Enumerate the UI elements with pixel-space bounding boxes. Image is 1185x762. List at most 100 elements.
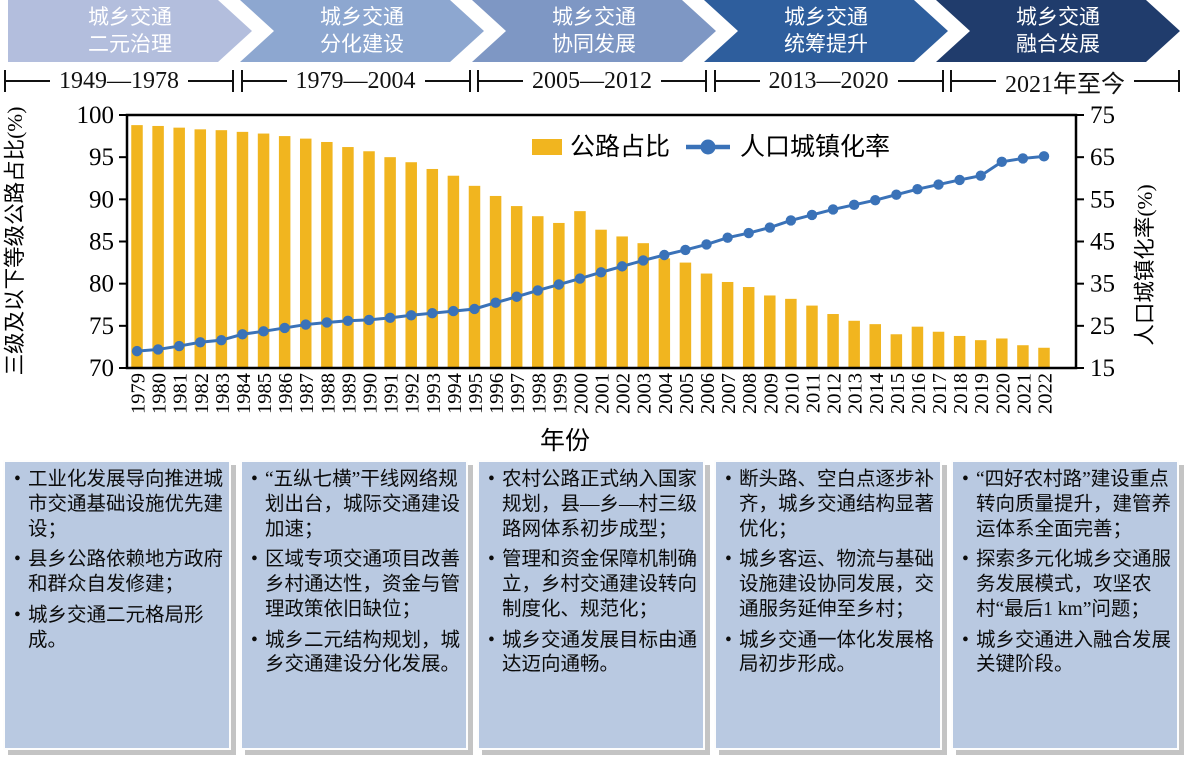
bar [152, 125, 164, 368]
line-point [152, 344, 164, 355]
stage-point: 县乡公路依赖地方政府和群众自发修建； [13, 548, 223, 598]
x-tick-label: 2012 [824, 373, 846, 414]
bar [595, 229, 607, 368]
stage-title-line1: 城乡交通 [1016, 5, 1100, 29]
x-tick-label: 1986 [275, 373, 297, 414]
stage-point: 断头路、空白点逐步补齐，城乡交通结构显著优化； [724, 468, 934, 542]
bar [215, 130, 228, 368]
x-tick-label: 2014 [866, 373, 888, 414]
chart-area: 70 75 80 85 90 95 100 15 25 35 45 55 65 75 1979 1980 198… [0, 100, 1185, 458]
x-tick-label: 2005 [676, 373, 698, 414]
stage-point: 城乡交通进入融合发展关键阶段。 [961, 629, 1171, 679]
bar [173, 127, 185, 369]
x-tick-label: 2006 [697, 373, 719, 414]
x-tick-label: 2003 [634, 373, 656, 414]
line-point [638, 255, 649, 266]
left-axis-tick-label: 75 [89, 313, 114, 340]
timeline-row: 1949—1978 1979—2004 2005—2012 2013—2020 2021… [0, 63, 1185, 99]
stage-point: 探索多元化城乡交通服务发展模式，攻坚农村“最后1 km”问题； [961, 548, 1171, 622]
bar [194, 129, 207, 368]
line-point [954, 174, 965, 186]
x-tick-label: 1981 [170, 373, 192, 414]
stage-arrow-3: 城乡交通 协同发展 [472, 0, 716, 62]
stage-point: 工业化发展导向推进城市交通基础设施优先建设； [13, 468, 223, 542]
x-tick-label: 1983 [212, 373, 234, 414]
x-tick-label: 1988 [317, 373, 339, 414]
line-point [680, 244, 691, 256]
urbanization-line [136, 154, 1045, 353]
stage-title-line2: 分化建设 [320, 32, 404, 56]
line-point [511, 291, 522, 302]
line-point [764, 222, 775, 233]
stage-box-1: 工业化发展导向推进城市交通基础设施优先建设； 县乡公路依赖地方政府和群众自发修建；… [3, 460, 231, 750]
legend-line-label: 人口城镇化率 [740, 133, 890, 161]
bar [890, 334, 903, 368]
stage-arrow-5: 城乡交通 融合发展 [936, 0, 1180, 62]
bar [236, 131, 249, 368]
line-point [258, 326, 269, 337]
bar [1017, 345, 1029, 368]
bar [996, 338, 1008, 368]
x-tick-label: 1990 [360, 373, 382, 414]
timeline-line [424, 80, 469, 82]
line-point [532, 285, 543, 296]
stage-point-list: 农村公路正式纳入国家规划，县—乡—村三级路网体系初步成型；管理和资金保障机制确立… [487, 468, 697, 678]
timeline-segment-2: 1979—2004 [240, 63, 471, 99]
line-point [384, 312, 396, 324]
x-tick-label: 1985 [254, 373, 276, 414]
x-tick-label: 2017 [929, 373, 951, 414]
line-point [912, 184, 923, 195]
bar [278, 136, 291, 368]
right-axis-tick-label: 15 [1090, 355, 1115, 382]
x-tick-label: 2019 [971, 373, 993, 414]
timeline-end-tick [705, 70, 707, 92]
line-point [469, 303, 480, 315]
bar [616, 236, 628, 368]
line-point [553, 279, 565, 290]
legend-bar-swatch [532, 139, 562, 155]
x-tick-label: 2021 [1013, 373, 1035, 414]
stage-title-line1: 城乡交通 [552, 5, 636, 29]
timeline-end-tick [713, 70, 716, 92]
timeline-end-tick [240, 70, 243, 92]
x-tick-label: 1996 [486, 373, 508, 414]
stage-point: 城乡交通发展目标由通达迈向通畅。 [487, 629, 697, 679]
stage-point: 城乡交通二元格局形成。 [13, 604, 223, 654]
stage-title-line1: 城乡交通 [320, 5, 404, 29]
bar [932, 331, 945, 368]
legend-bar-label: 公路占比 [570, 133, 670, 161]
x-tick-label: 2001 [592, 373, 614, 414]
line-point [996, 156, 1008, 168]
left-axis-tick-label: 90 [89, 186, 114, 213]
x-tick-label: 2016 [908, 373, 930, 414]
bar [658, 258, 671, 368]
x-tick-label: 1980 [149, 373, 171, 414]
x-tick-label: 2018 [950, 373, 972, 414]
bar [299, 138, 312, 368]
timeline-line [188, 80, 232, 82]
stage-point: 管理和资金保障机制确立，乡村交通建设转向制度化、规范化； [487, 548, 697, 622]
stage-point: 城乡交通一体化发展格局初步形成。 [724, 629, 934, 679]
bar [553, 222, 565, 368]
stage-title-line2: 协同发展 [552, 32, 636, 56]
x-tick-label: 1999 [549, 373, 571, 414]
line-point [490, 297, 501, 308]
x-tick-label: 2002 [613, 373, 635, 414]
legend-line-marker [700, 139, 716, 155]
line-point [1038, 151, 1050, 162]
bar [679, 262, 692, 368]
bar [764, 295, 776, 368]
timeline-end-tick [941, 70, 944, 92]
bar [468, 185, 481, 368]
x-tick-label: 1984 [233, 373, 255, 414]
x-tick-label: 2009 [760, 373, 782, 414]
x-tick-label: 2010 [781, 373, 803, 414]
timeline-segment-4: 2013—2020 [713, 63, 944, 99]
left-axis-tick-label: 100 [77, 102, 115, 129]
bar [1038, 347, 1050, 368]
line-point [891, 189, 902, 200]
bar [827, 314, 839, 368]
timeline-end-tick [1178, 70, 1180, 92]
line-point [342, 315, 354, 326]
line-point [806, 209, 818, 221]
